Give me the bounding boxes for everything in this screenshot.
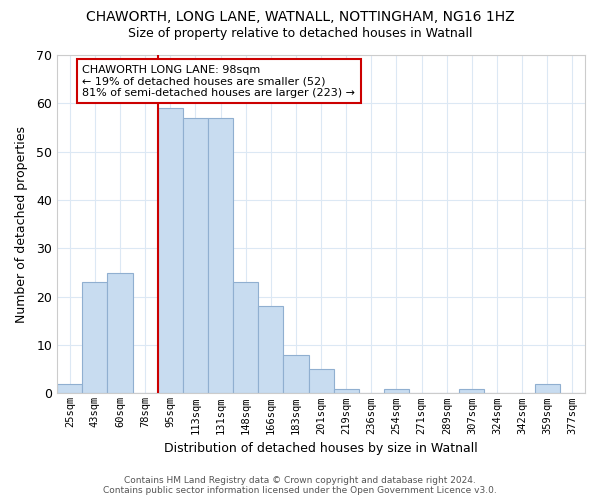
Text: CHAWORTH LONG LANE: 98sqm
← 19% of detached houses are smaller (52)
81% of semi-: CHAWORTH LONG LANE: 98sqm ← 19% of detac… — [82, 64, 355, 98]
Text: Contains HM Land Registry data © Crown copyright and database right 2024.
Contai: Contains HM Land Registry data © Crown c… — [103, 476, 497, 495]
Bar — [158, 108, 183, 394]
Bar — [460, 388, 484, 394]
Bar — [82, 282, 107, 394]
Y-axis label: Number of detached properties: Number of detached properties — [15, 126, 28, 322]
Bar — [258, 306, 283, 394]
X-axis label: Distribution of detached houses by size in Watnall: Distribution of detached houses by size … — [164, 442, 478, 455]
Bar — [183, 118, 208, 394]
Bar — [334, 388, 359, 394]
Bar — [233, 282, 258, 394]
Bar — [283, 354, 308, 394]
Bar — [57, 384, 82, 394]
Bar — [107, 272, 133, 394]
Bar — [535, 384, 560, 394]
Bar — [384, 388, 409, 394]
Text: Size of property relative to detached houses in Watnall: Size of property relative to detached ho… — [128, 28, 472, 40]
Bar — [308, 369, 334, 394]
Bar — [208, 118, 233, 394]
Text: CHAWORTH, LONG LANE, WATNALL, NOTTINGHAM, NG16 1HZ: CHAWORTH, LONG LANE, WATNALL, NOTTINGHAM… — [86, 10, 514, 24]
